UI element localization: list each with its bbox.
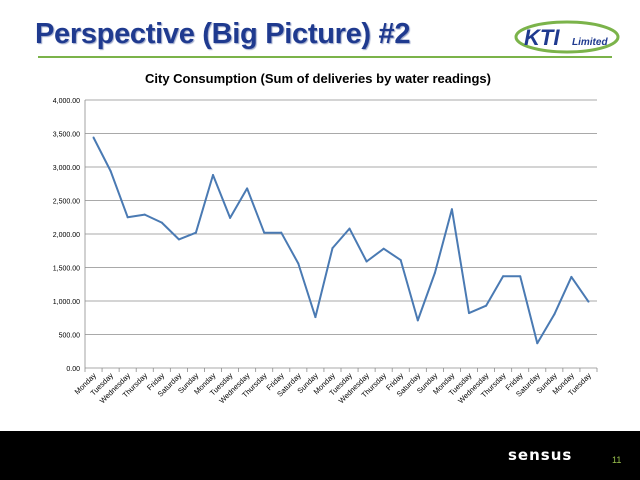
series-line (92, 137, 590, 345)
data-point (485, 304, 488, 307)
y-tick-label: 3,000.00 (53, 165, 80, 172)
data-point (92, 136, 95, 139)
data-point (553, 313, 556, 316)
data-point (536, 342, 539, 345)
data-point (587, 300, 590, 303)
data-point (382, 247, 385, 250)
y-tick-label: 4,000.00 (53, 98, 80, 105)
logo-text: KTI (524, 25, 560, 50)
y-tick-label: 500.00 (59, 333, 81, 340)
data-point (399, 259, 402, 262)
kti-limited-logo: KTI Limited (514, 20, 620, 54)
data-point (297, 262, 300, 265)
title-divider (38, 56, 612, 58)
data-point (263, 231, 266, 234)
data-point (331, 247, 334, 250)
data-point (212, 174, 214, 177)
data-point (416, 319, 419, 322)
y-tick-label: 1,500.00 (53, 266, 80, 273)
y-tick-label: 0.00 (66, 366, 80, 373)
data-point (143, 213, 146, 216)
data-point (450, 208, 453, 211)
data-point (365, 260, 368, 263)
data-point (229, 216, 232, 219)
data-point (314, 316, 317, 319)
slide-title: Perspective (Big Picture) #2 (35, 18, 411, 50)
data-point (194, 231, 197, 234)
line-chart: City Consumption (Sum of deliveries by w… (53, 71, 598, 405)
data-point (280, 231, 283, 234)
logo-subtext: Limited (572, 37, 608, 48)
y-tick-label: 1,000.00 (53, 299, 80, 306)
y-tick-label: 2,000.00 (53, 232, 80, 239)
logo-swoosh (514, 20, 620, 54)
data-point (570, 275, 573, 278)
y-tick-label: 3,500.00 (53, 132, 80, 139)
chart-title: City Consumption (Sum of deliveries by w… (145, 71, 491, 86)
data-point (126, 216, 129, 219)
data-point (109, 170, 112, 173)
data-point (177, 238, 180, 241)
sensus-logo: sensus (508, 446, 573, 464)
data-point (433, 271, 436, 274)
data-point (348, 227, 351, 230)
data-point (246, 187, 249, 190)
data-point (519, 275, 522, 278)
footer-bar (0, 431, 640, 480)
data-point (468, 312, 470, 315)
data-point (502, 275, 505, 278)
data-point (160, 221, 163, 224)
y-tick-label: 2,500.00 (53, 199, 80, 206)
page-number: 11 (612, 455, 622, 465)
